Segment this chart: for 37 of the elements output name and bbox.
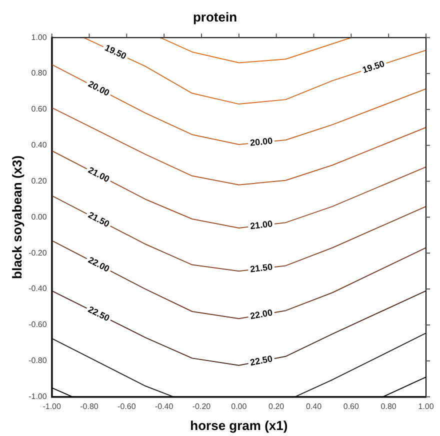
- y-tick-label: -1.00: [28, 392, 48, 402]
- text: 22.50: [86, 304, 112, 324]
- y-tick-label: -0.60: [28, 320, 48, 330]
- x-axis-title: horse gram (x1): [190, 418, 288, 433]
- text: 22.50: [249, 354, 274, 368]
- y-tick-label: 0.40: [31, 140, 48, 150]
- x-tick-label: 0.40: [306, 402, 322, 411]
- text: 21.50: [250, 262, 274, 274]
- y-tick-label: 0.80: [31, 68, 48, 78]
- text: 22.00: [249, 307, 274, 322]
- text: 21.50: [86, 210, 112, 230]
- y-tick-label: 0.60: [31, 104, 48, 114]
- x-tick-label: 0.20: [268, 402, 285, 411]
- x-tick-label: -0.40: [154, 402, 174, 411]
- y-axis-title: black soyabean (x3): [9, 155, 24, 279]
- text: 19.50: [361, 58, 386, 76]
- y-tick-label: 1.00: [31, 32, 48, 42]
- x-tick-label: 0.00: [231, 402, 248, 411]
- text: 21.00: [86, 164, 112, 184]
- text: 22.00: [86, 254, 112, 274]
- y-tick-label: -0.80: [28, 356, 48, 366]
- x-tick-label: -0.80: [80, 402, 99, 411]
- x-tick-label: -0.60: [118, 402, 136, 411]
- chart-title: protein: [192, 9, 238, 24]
- x-tick-label: 0.80: [380, 402, 397, 411]
- y-tick-label: 0.00: [31, 212, 48, 222]
- text: 20.00: [250, 136, 273, 148]
- y-tick-label: 0.20: [31, 176, 48, 186]
- text: 21.00: [250, 218, 274, 232]
- x-tick-label: 0.60: [343, 402, 360, 411]
- text: 19.50: [103, 42, 128, 62]
- y-tick-label: -0.20: [28, 248, 48, 258]
- x-tick-label: -0.20: [192, 402, 212, 411]
- text: 20.00: [86, 78, 112, 98]
- y-tick-label: -0.40: [28, 284, 48, 294]
- x-tick-label: -1.00: [42, 402, 62, 411]
- x-tick-label: 1.00: [418, 402, 434, 411]
